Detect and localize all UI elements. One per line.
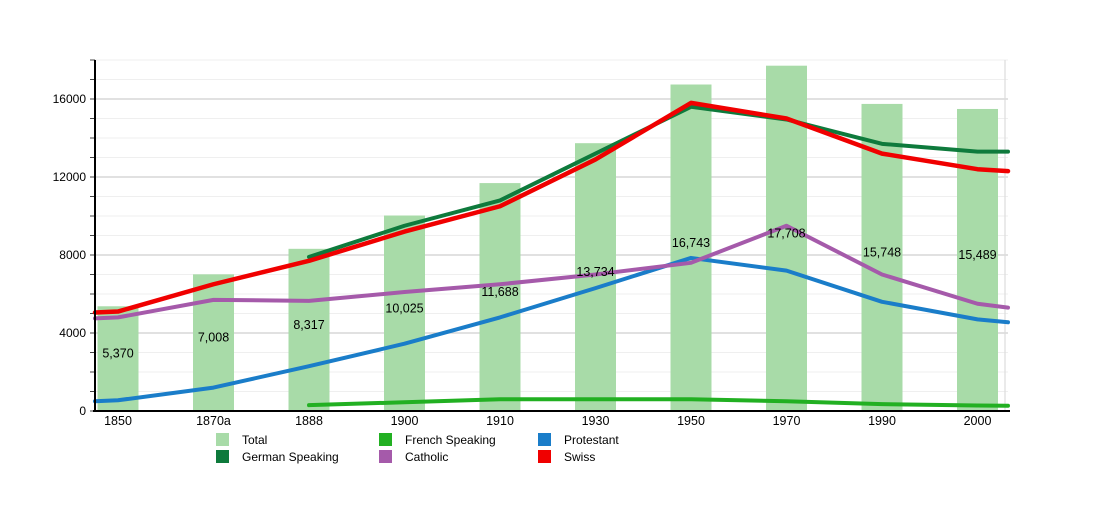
bar-label-1990: 15,748	[863, 245, 901, 259]
bar-1888	[288, 248, 330, 411]
bar-1950	[670, 84, 712, 411]
x-tick-label-1990: 1990	[868, 414, 896, 428]
x-tick-label-1930: 1930	[582, 414, 610, 428]
bar-1850	[97, 306, 139, 411]
bar-label-2000: 15,489	[958, 248, 996, 262]
legend-label-protestant: Protestant	[564, 433, 619, 447]
line-protestant	[93, 255, 1010, 404]
bar-label-1888: 8,317	[293, 318, 324, 332]
bar-label-1950: 16,743	[672, 236, 710, 250]
y-tick-label-12000: 12000	[53, 170, 87, 184]
y-tick-label-16000: 16000	[53, 92, 87, 106]
legend-label-french-speaking: French Speaking	[405, 433, 496, 447]
bar-label-1910: 11,688	[481, 285, 518, 299]
legend-label-total: Total	[242, 433, 267, 447]
bar-label-1850: 5,370	[102, 347, 133, 361]
legend-label-swiss: Swiss	[564, 450, 595, 464]
x-tick-label-2000: 2000	[964, 414, 992, 428]
line-german-speaking	[307, 104, 1010, 259]
legend-swatch-total	[216, 433, 229, 446]
bar-label-1900: 10,025	[385, 301, 423, 315]
bar-label-1870a: 7,008	[198, 331, 229, 345]
legend-label-catholic: Catholic	[405, 450, 448, 464]
y-tick-label-4000: 4000	[59, 326, 86, 340]
line-swiss	[92, 100, 1011, 315]
legend-swatch-swiss	[538, 450, 551, 463]
legend-swatch-catholic	[379, 450, 392, 463]
y-tick-label-8000: 8000	[59, 248, 86, 262]
bar-label-1930: 13,734	[576, 265, 614, 279]
x-tick-label-1910: 1910	[486, 414, 514, 428]
legend-swatch-protestant	[538, 433, 551, 446]
line-catholic	[93, 223, 1010, 321]
x-tick-label-1870a: 1870a	[196, 414, 231, 428]
bar-2000	[957, 108, 998, 411]
x-tick-label-1900: 1900	[391, 414, 419, 428]
bar-1900	[384, 215, 425, 411]
legend-swatch-french-speaking	[379, 433, 392, 446]
legend-label-german-speaking: German Speaking	[242, 450, 339, 464]
x-tick-label-1850: 1850	[104, 414, 132, 428]
y-tick-label-0: 0	[79, 404, 86, 418]
bar-label-1970: 17,708	[767, 226, 805, 240]
x-tick-label-1950: 1950	[677, 414, 705, 428]
bar-1910	[479, 183, 521, 411]
legend-swatch-german-speaking	[216, 450, 229, 463]
line-french-speaking	[307, 397, 1010, 408]
x-tick-label-1970: 1970	[773, 414, 801, 428]
x-tick-label-1888: 1888	[295, 414, 323, 428]
